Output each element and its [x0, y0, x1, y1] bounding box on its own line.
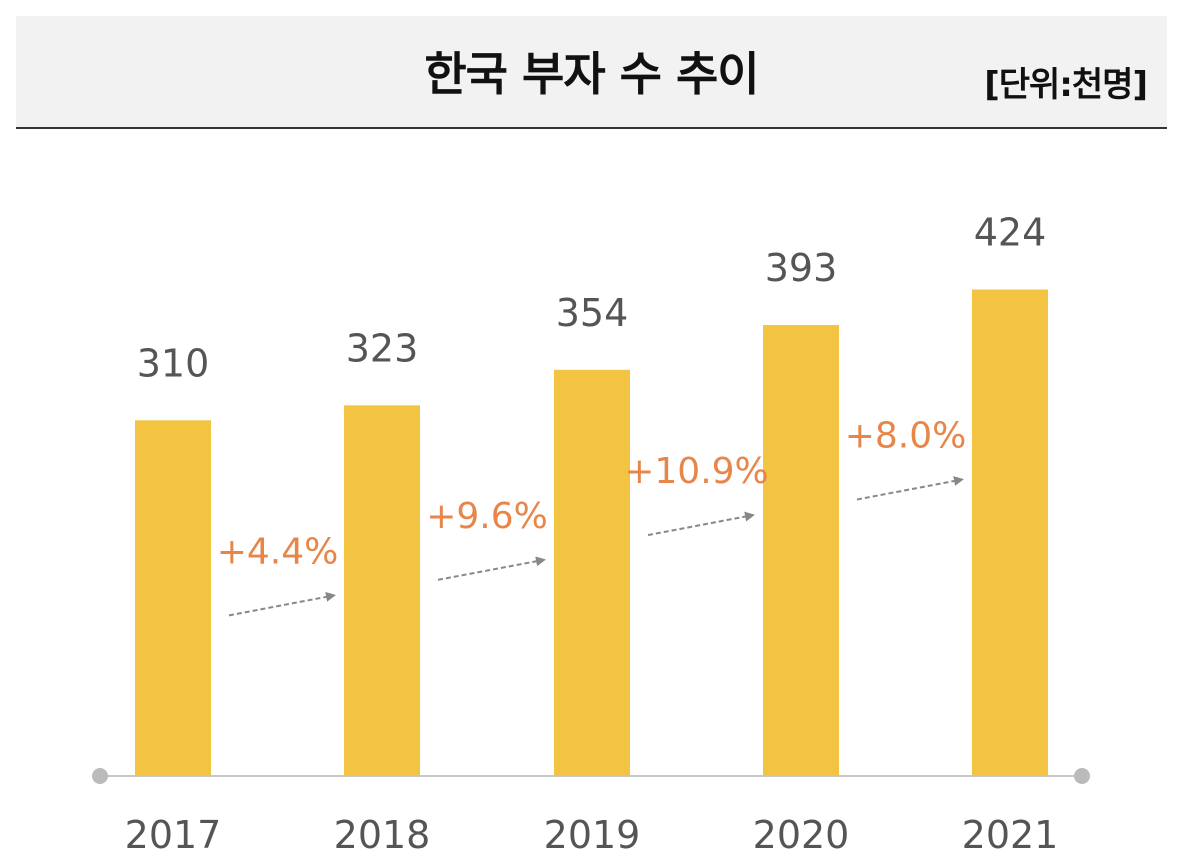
value-label-2017: 310 [137, 341, 210, 385]
bar-2021 [972, 289, 1048, 776]
growth-arrow-2017-2018 [228, 591, 336, 617]
growth-layer: +4.4% +9.6% +10.9% +8.0% [217, 416, 967, 617]
value-label-2021: 424 [974, 211, 1047, 255]
value-label-2019: 354 [556, 291, 629, 335]
x-axis-right-dot [1074, 768, 1090, 784]
bar-2017 [135, 420, 211, 776]
x-tick-label-2017: 2017 [125, 813, 222, 857]
value-label-2018: 323 [346, 326, 419, 370]
value-label-2020: 393 [765, 246, 838, 290]
bar-2018 [344, 405, 420, 776]
growth-arrow-2020-2021 [856, 476, 964, 501]
chart-header: 한국 부자 수 추이 [단위:천명] [16, 16, 1167, 129]
x-tick-label-2019: 2019 [544, 813, 641, 857]
growth-label-2020-2021: +8.0% [845, 416, 967, 457]
x-tick-label-2020: 2020 [753, 813, 850, 857]
growth-arrow-2018-2019 [437, 556, 546, 581]
unit-label: [단위:천명] [984, 65, 1148, 105]
bars-layer [135, 289, 1048, 776]
chart-title: 한국 부자 수 추이 [424, 47, 759, 101]
x-tick-label-2021: 2021 [962, 813, 1059, 857]
x-axis-left-dot [92, 768, 108, 784]
growth-label-2017-2018: +4.4% [217, 531, 339, 572]
growth-label-2018-2019: +9.6% [426, 496, 548, 537]
bar-2019 [554, 369, 630, 776]
labels-layer: 310 2017 323 2018 354 2019 393 2020 424 2021 [125, 211, 1059, 857]
growth-label-2019-2020: +10.9% [624, 451, 769, 492]
growth-arrow-2019-2020 [647, 511, 755, 537]
bar-2020 [763, 325, 839, 776]
x-tick-label-2018: 2018 [334, 813, 431, 857]
